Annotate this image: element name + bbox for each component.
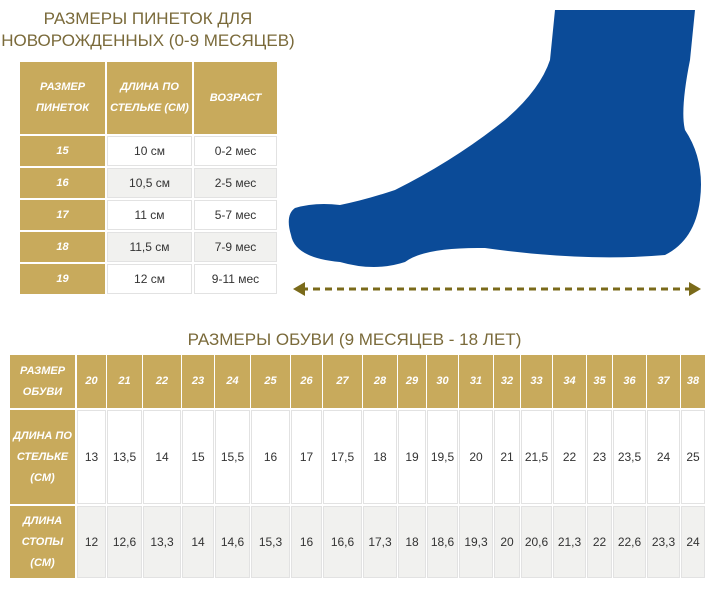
- foot: [288, 10, 701, 267]
- row-header: РАЗМЕР ОБУВИ: [10, 355, 75, 408]
- foot-illustration: [288, 10, 701, 296]
- table-cell: 16: [251, 410, 290, 504]
- table-cell: 13: [77, 410, 106, 504]
- section2-title: РАЗМЕРЫ ОБУВИ (9 МЕСЯЦЕВ - 18 ЛЕТ): [187, 330, 522, 349]
- table-cell: 26: [291, 355, 322, 408]
- table-cell: 5-7 мес: [194, 200, 277, 230]
- table-cell: 14: [182, 506, 214, 578]
- table-cell: 12,6: [107, 506, 142, 578]
- table-cell: 36: [613, 355, 646, 408]
- table-cell: 31: [459, 355, 493, 408]
- table-cell: 25: [251, 355, 290, 408]
- table-cell: 25: [681, 410, 705, 504]
- title-line: НОВОРОЖДЕННЫХ (0-9 МЕСЯЦЕВ): [1, 31, 295, 50]
- table-cell: 11,5 см: [107, 232, 192, 262]
- table-cell: 18: [363, 410, 397, 504]
- table-cell: 15,5: [215, 410, 250, 504]
- arrow-head: [689, 282, 701, 296]
- table-cell: 21: [494, 410, 520, 504]
- table-cell: 28: [363, 355, 397, 408]
- table-cell: 9-11 мес: [194, 264, 277, 294]
- table-cell: 19,5: [427, 410, 458, 504]
- table-cell: 32: [494, 355, 520, 408]
- table-cell: 12: [77, 506, 106, 578]
- size-cell: 16: [20, 168, 105, 198]
- table-cell: 12 см: [107, 264, 192, 294]
- table-cell: 30: [427, 355, 458, 408]
- table-cell: 21: [107, 355, 142, 408]
- table-cell: 15,3: [251, 506, 290, 578]
- title-line: РАЗМЕРЫ ПИНЕТОК ДЛЯ: [43, 9, 253, 28]
- header-cell: ВОЗРАСТ: [194, 62, 277, 134]
- header-cell: ДЛИНА ПО СТЕЛЬКЕ (СМ): [107, 62, 192, 134]
- table-cell: 10 см: [107, 136, 192, 166]
- table-cell: 7-9 мес: [194, 232, 277, 262]
- table-cell: 22: [587, 506, 612, 578]
- table-cell: 18,6: [427, 506, 458, 578]
- size-cell: 17: [20, 200, 105, 230]
- table-cell: 35: [587, 355, 612, 408]
- table-cell: 18: [398, 506, 426, 578]
- table-cell: 2-5 мес: [194, 168, 277, 198]
- table-cell: 24: [647, 410, 680, 504]
- size-cell: 19: [20, 264, 105, 294]
- table-cell: 33: [521, 355, 552, 408]
- table-cell: 20: [459, 410, 493, 504]
- table-cell: 22,6: [613, 506, 646, 578]
- row-header: ДЛИНА ПО СТЕЛЬКЕ (СМ): [10, 410, 75, 504]
- table-cell: 20,6: [521, 506, 552, 578]
- table-cell: 16,6: [323, 506, 362, 578]
- table-cell: 24: [215, 355, 250, 408]
- table-cell: 19: [398, 410, 426, 504]
- table-cell: 17: [291, 410, 322, 504]
- table-cell: 27: [323, 355, 362, 408]
- table-cell: 14,6: [215, 506, 250, 578]
- table-cell: 0-2 мес: [194, 136, 277, 166]
- table-cell: 15: [182, 410, 214, 504]
- table-cell: 13,5: [107, 410, 142, 504]
- table-cell: 22: [143, 355, 181, 408]
- table-cell: 14: [143, 410, 181, 504]
- table-cell: 21,3: [553, 506, 586, 578]
- table-cell: 20: [77, 355, 106, 408]
- header-cell: РАЗМЕР ПИНЕТОК: [20, 62, 105, 134]
- table-cell: 37: [647, 355, 680, 408]
- arrow-head: [293, 282, 305, 296]
- table-cell: 23: [587, 410, 612, 504]
- table-cell: 22: [553, 410, 586, 504]
- row-header: ДЛИНА СТОПЫ (СМ): [10, 506, 75, 578]
- table-cell: 17,5: [323, 410, 362, 504]
- table-cell: 17,3: [363, 506, 397, 578]
- table-cell: 29: [398, 355, 426, 408]
- table-cell: 13,3: [143, 506, 181, 578]
- table-cell: 23: [182, 355, 214, 408]
- section1-title: РАЗМЕРЫ ПИНЕТОК ДЛЯ НОВОРОЖДЕННЫХ (0-9 М…: [0, 8, 296, 52]
- table-cell: 20: [494, 506, 520, 578]
- table-cell: 24: [681, 506, 705, 578]
- table-cell: 23,3: [647, 506, 680, 578]
- table-cell: 19,3: [459, 506, 493, 578]
- table-cell: 38: [681, 355, 705, 408]
- size-cell: 15: [20, 136, 105, 166]
- table-cell: 34: [553, 355, 586, 408]
- table-cell: 16: [291, 506, 322, 578]
- table-cell: 21,5: [521, 410, 552, 504]
- table-cell: 11 см: [107, 200, 192, 230]
- table-cell: 10,5 см: [107, 168, 192, 198]
- table-cell: 23,5: [613, 410, 646, 504]
- size-cell: 18: [20, 232, 105, 262]
